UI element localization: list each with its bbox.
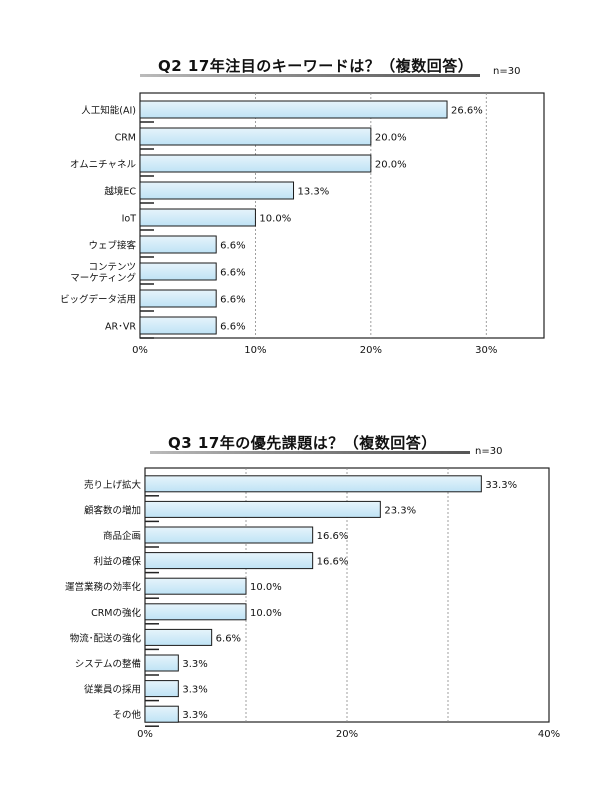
data-label: 23.3% [384,505,416,516]
x-tick-label: 0% [132,345,148,356]
bar [144,552,314,570]
bar [139,181,295,200]
category-label: 人工知能(AI) [81,105,136,117]
data-label: 16.6% [317,531,349,542]
bar [144,705,179,723]
category-label: ウェブ接客 [88,240,136,252]
bar [144,500,381,518]
category-label: 顧客数の増加 [84,504,141,516]
category-label: 利益の確保 [93,556,141,568]
data-label: 3.3% [182,659,207,670]
chart-title: Q2 17年注目のキーワードは？（複数回答） [158,57,474,75]
category-label: オムニチャネル [70,160,137,171]
data-label: 6.6% [220,295,245,306]
bar [144,475,482,493]
bar [144,577,247,595]
chart-title: Q3 17年の優先課題は？（複数回答） [168,434,437,452]
title-underline [150,451,470,454]
bar [139,316,217,335]
bar [144,654,179,672]
data-label: 10.0% [250,582,282,593]
bar [139,235,217,254]
data-label: 26.6% [451,106,483,117]
category-label: CRMの強化 [91,607,141,619]
chart-keywords: Q2 17年注目のキーワードは？（複数回答） n=30 0% 10% 20% 30% 2… [0,0,600,370]
category-label: AR･VR [105,322,136,333]
bar [139,208,256,227]
data-label: 3.3% [182,710,207,721]
bar [139,154,372,173]
x-tick-label: 20% [336,729,358,740]
bar-chart-svg: 0% 10% 20% 30% 26.6% 人工知能(AI) 20.0% CRM 20.0% オムニ… [60,92,545,356]
data-label: 6.6% [220,268,245,279]
data-label: 20.0% [375,160,407,171]
bar [139,289,217,308]
category-label: 越境EC [104,186,136,198]
data-label: 20.0% [375,133,407,144]
category-label: ビッグデータ活用 [60,294,136,306]
x-tick-label: 30% [475,345,497,356]
category-label: 商品企画 [103,530,141,542]
data-label: 16.6% [317,557,349,568]
data-label: 6.6% [220,322,245,333]
bar [139,127,372,146]
bar [144,680,179,698]
bar [139,100,448,119]
bar [144,603,247,621]
data-label: 33.3% [485,480,517,491]
bar [139,262,217,281]
category-label: 従業員の採用 [84,684,141,696]
data-label: 6.6% [220,241,245,252]
sample-size-label: n=30 [475,446,503,457]
category-label: IoT [122,214,137,225]
category-label: コンテンツマーケティング [70,262,136,284]
x-tick-label: 10% [244,345,266,356]
title-underline [140,74,480,77]
sample-size-label: n=30 [493,66,521,77]
data-label: 10.0% [250,608,282,619]
x-tick-label: 0% [137,729,153,740]
bar [144,526,314,544]
data-label: 3.3% [182,685,207,696]
data-label: 13.3% [298,187,330,198]
data-label: 10.0% [259,214,291,225]
category-label: 売り上げ拡大 [84,479,142,491]
category-label: CRM [115,133,136,144]
category-label: 物流･配送の強化 [70,632,142,644]
data-label: 6.6% [216,633,241,644]
category-label: 運営業務の効率化 [65,581,142,593]
x-tick-label: 20% [360,345,382,356]
category-label: その他 [112,709,141,721]
category-label: システムの整備 [75,658,141,670]
bar [144,628,213,646]
x-tick-label: 40% [538,729,560,740]
